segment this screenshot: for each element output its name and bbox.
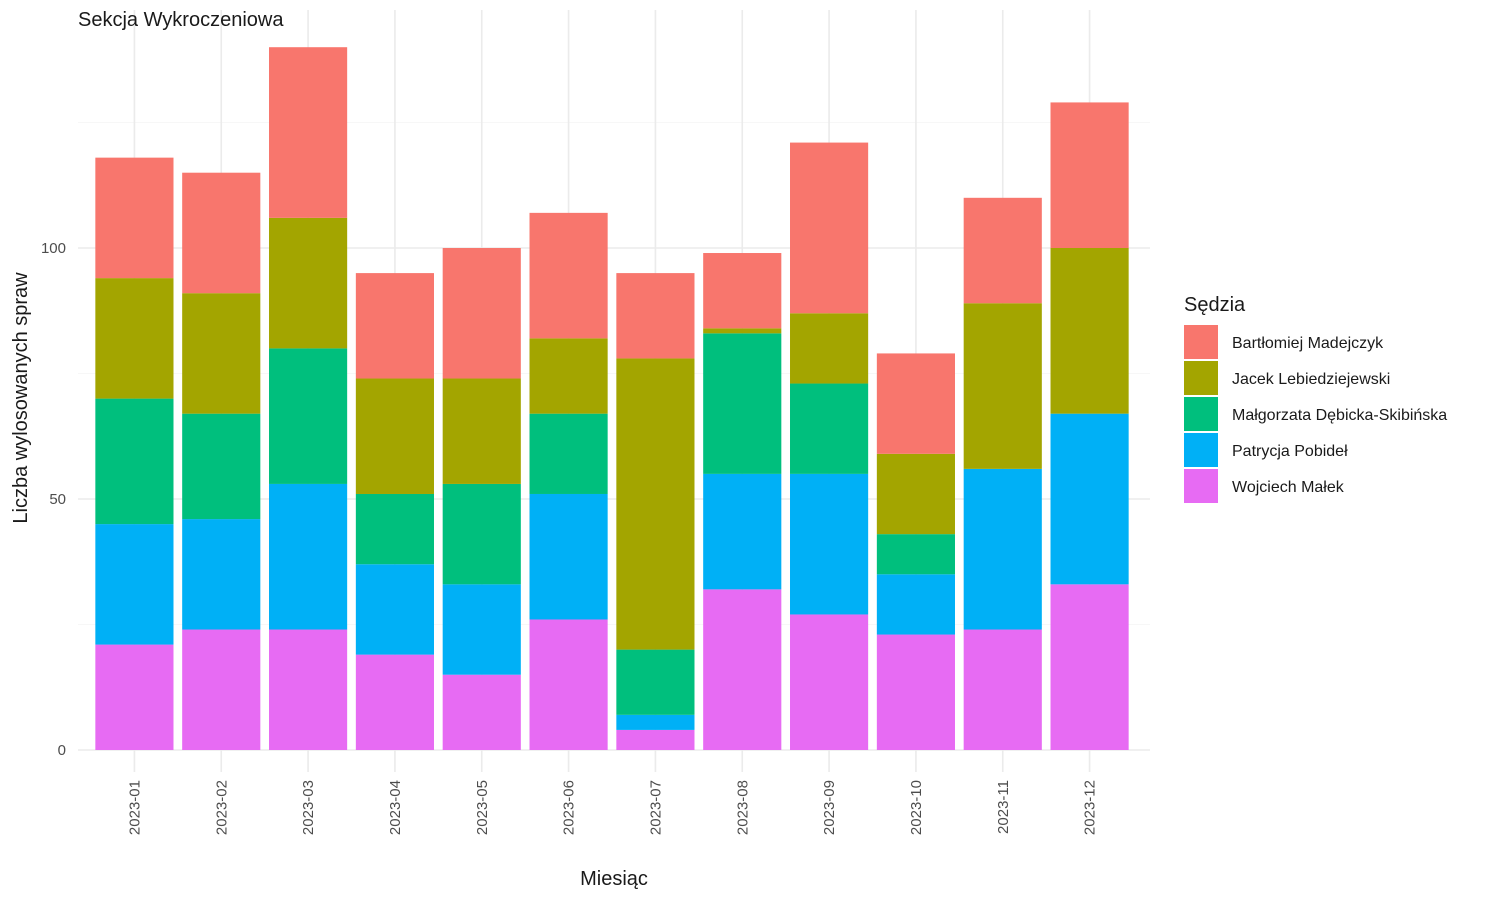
x-tick-label: 2023-05 (474, 780, 491, 835)
bar-segment (529, 212, 608, 339)
legend-label: Wojciech Małek (1232, 479, 1345, 496)
bar-segment (790, 383, 869, 474)
bar-segment (703, 328, 782, 334)
bar-segment (790, 142, 869, 314)
bar-segment (876, 574, 955, 635)
bar-segment (182, 519, 261, 630)
bar-segment (616, 358, 695, 650)
bar-segment (963, 629, 1042, 750)
bar-segment (182, 172, 261, 294)
bar-segment (616, 649, 695, 715)
x-axis-title: Miesiąc (580, 868, 648, 890)
y-axis-title: Liczba wylosowanych spraw (10, 272, 32, 524)
bar-segment (616, 273, 695, 359)
bar-segment (269, 483, 348, 630)
x-tick-label: 2023-04 (387, 780, 404, 835)
y-axis-ticks: 0 50 100 (41, 240, 66, 759)
bar-segment (95, 157, 174, 279)
legend-key (1184, 361, 1218, 395)
bar-segment (703, 333, 782, 474)
bar-segment (442, 584, 521, 675)
bar-segment (442, 483, 521, 585)
bar-segment (963, 468, 1042, 630)
bar-segment (616, 714, 695, 730)
bars (95, 47, 1129, 750)
x-tick-label: 2023-12 (1082, 780, 1099, 835)
x-tick-label: 2023-07 (647, 780, 664, 835)
bar-segment (269, 47, 348, 218)
bar-segment (182, 293, 261, 414)
y-tick-label: 0 (58, 742, 66, 759)
y-tick-label: 50 (49, 491, 66, 508)
bar-segment (1050, 584, 1129, 750)
bar-segment (529, 413, 608, 494)
bar-segment (790, 313, 869, 384)
y-tick-label: 100 (41, 240, 66, 257)
bar-segment (703, 589, 782, 750)
bar-segment (703, 473, 782, 590)
bar-segment (442, 248, 521, 379)
bar-segment (529, 493, 608, 620)
bar-segment (442, 378, 521, 484)
legend-label: Małgorzata Dębicka-Skibińska (1232, 407, 1447, 424)
bar-segment (876, 353, 955, 454)
legend-label: Patrycja Pobideł (1232, 443, 1348, 460)
bar-segment (95, 278, 174, 399)
x-axis-ticks: 2023-01 2023-02 2023-03 2023-04 2023-05 2023-… (126, 780, 1098, 835)
bar-segment (95, 524, 174, 645)
bar-segment (1050, 248, 1129, 414)
legend-key (1184, 469, 1218, 503)
bar-segment (95, 644, 174, 750)
x-tick-label: 2023-10 (908, 780, 925, 835)
x-tick-label: 2023-11 (995, 780, 1012, 834)
x-tick-label: 2023-01 (126, 780, 143, 835)
x-tick-label: 2023-09 (821, 780, 838, 835)
bar-segment (790, 473, 869, 615)
legend-label: Bartłomiej Madejczyk (1232, 335, 1384, 352)
bar-segment (876, 634, 955, 750)
bar-segment (876, 453, 955, 535)
bar-segment (355, 378, 434, 494)
bar-segment (95, 398, 174, 525)
chart-title: Sekcja Wykroczeniowa (78, 9, 284, 31)
bar-segment (529, 338, 608, 414)
bar-segment (703, 253, 782, 329)
bar-segment (269, 348, 348, 484)
x-tick-label: 2023-02 (213, 780, 230, 835)
bar-segment (442, 674, 521, 750)
x-tick-label: 2023-03 (300, 780, 317, 835)
bar-segment (963, 197, 1042, 304)
bar-segment (355, 493, 434, 565)
bar-segment (790, 614, 869, 750)
bar-segment (1050, 102, 1129, 248)
bar-segment (529, 619, 608, 750)
bar-segment (355, 273, 434, 379)
legend-key (1184, 433, 1218, 467)
bar-segment (355, 564, 434, 655)
x-tick-label: 2023-06 (561, 780, 578, 835)
bar-segment (269, 629, 348, 750)
bar-segment (355, 654, 434, 750)
bar-segment (182, 629, 261, 750)
bar-segment (269, 217, 348, 349)
legend-key (1184, 397, 1218, 431)
x-tick-label: 2023-08 (734, 780, 751, 835)
legend-key (1184, 325, 1218, 359)
bar-segment (616, 729, 695, 750)
bar-segment (182, 413, 261, 520)
legend-label: Jacek Lebiedziejewski (1232, 371, 1390, 388)
bar-segment (963, 303, 1042, 469)
bar-segment (876, 534, 955, 575)
bar-segment (1050, 413, 1129, 585)
legend: Sędzia Bartłomiej Madejczyk Jacek Lebiedz… (1184, 294, 1447, 503)
legend-title: Sędzia (1184, 294, 1246, 316)
